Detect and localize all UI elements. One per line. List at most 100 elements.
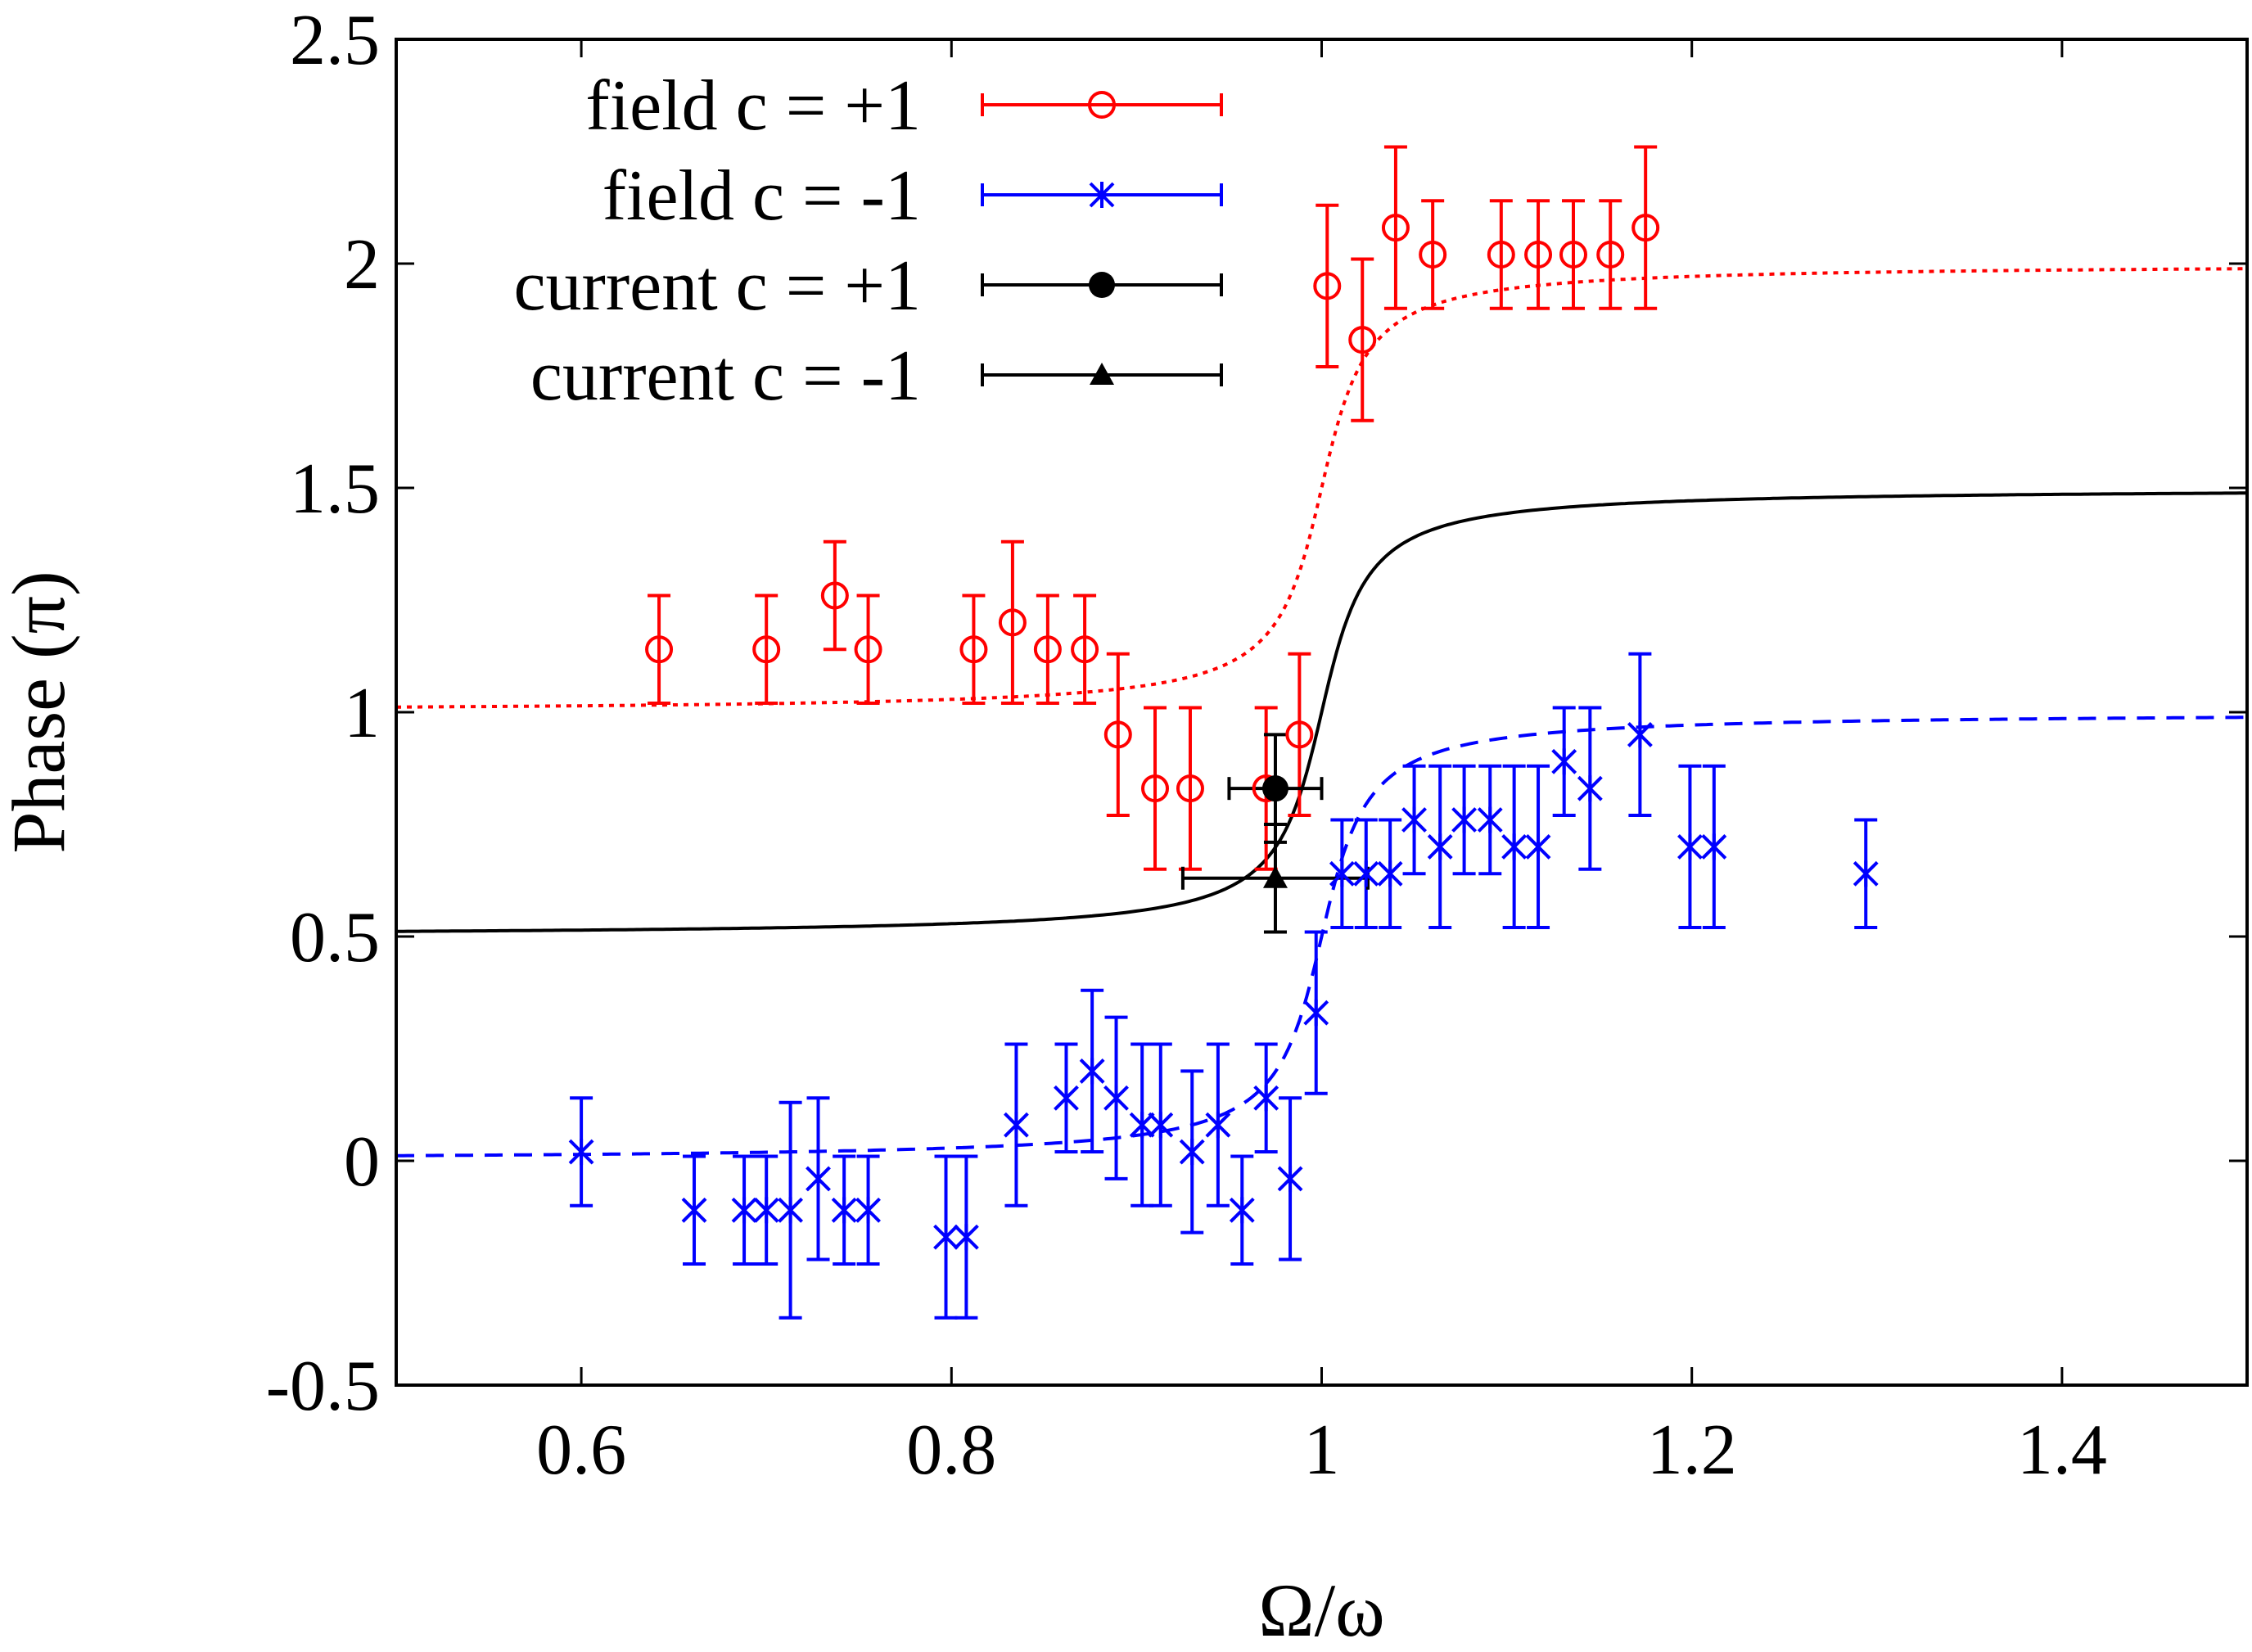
data-point <box>1141 774 1170 803</box>
data-point <box>731 1197 757 1224</box>
data-point <box>1103 720 1132 749</box>
marker-shape <box>1427 833 1453 860</box>
marker-shape <box>1089 272 1115 298</box>
x-tick-label: 0.6 <box>536 1411 626 1490</box>
marker-shape <box>1229 1197 1255 1223</box>
legend-entry: current c = +1 <box>514 246 1223 326</box>
marker-shape <box>568 1139 594 1165</box>
data-point <box>1071 635 1099 664</box>
marker-shape <box>731 1197 757 1223</box>
marker-shape <box>933 1224 959 1250</box>
data-point <box>1381 214 1410 242</box>
y-tick-label: 0.5 <box>290 898 380 977</box>
data-point <box>1079 1058 1105 1085</box>
data-point <box>778 1197 804 1224</box>
data-point <box>1524 241 1553 269</box>
fit-curve <box>396 715 2247 1158</box>
data-point <box>1329 860 1355 887</box>
legend-entry: field c = +1 <box>585 66 1223 146</box>
data-point <box>1525 833 1551 860</box>
data-point <box>645 635 674 664</box>
data-point <box>953 1224 979 1251</box>
marker-shape <box>681 1197 707 1223</box>
marker-shape <box>1524 241 1553 269</box>
y-tick-label: 2.5 <box>290 1 380 80</box>
data-point <box>1176 774 1204 803</box>
data-point <box>1627 721 1653 748</box>
marker-shape <box>1129 1112 1155 1138</box>
marker-shape <box>1451 807 1478 833</box>
data-point <box>1348 326 1377 354</box>
data-point <box>1261 775 1288 802</box>
marker-shape <box>806 1166 831 1192</box>
marker-shape <box>1701 833 1727 860</box>
data-point <box>1701 833 1727 860</box>
marker-shape <box>1261 775 1288 802</box>
data-point <box>1179 1139 1205 1166</box>
data-point <box>1477 806 1503 833</box>
data-markers <box>568 214 1879 1251</box>
y-tick-label: 0 <box>344 1122 380 1202</box>
data-point <box>1631 214 1660 242</box>
marker-shape <box>1329 860 1355 887</box>
legend-marker <box>1088 91 1116 119</box>
legend-entry: current c = -1 <box>530 336 1223 416</box>
data-point <box>1054 1085 1079 1112</box>
data-point <box>820 581 849 610</box>
data-point <box>1262 865 1288 888</box>
data-point <box>1229 1197 1255 1224</box>
marker-shape <box>1054 1085 1079 1111</box>
data-point <box>1559 241 1587 269</box>
y-tick-label: 1.5 <box>290 449 380 529</box>
marker-shape <box>820 581 849 610</box>
data-point <box>1401 806 1427 833</box>
marker-shape <box>855 1197 881 1223</box>
x-tick-label: 1.2 <box>1647 1411 1737 1490</box>
marker-shape <box>1477 807 1503 833</box>
data-point <box>1501 833 1528 860</box>
x-axis-label: Ω/ω <box>1258 1568 1385 1652</box>
marker-shape <box>1577 775 1603 801</box>
data-point <box>1451 806 1478 833</box>
marker-shape <box>1205 1112 1231 1138</box>
marker-shape <box>1103 720 1132 749</box>
data-point <box>1253 1085 1279 1112</box>
marker-shape <box>831 1197 857 1223</box>
marker-shape <box>778 1197 804 1223</box>
x-tick-label: 1 <box>1304 1411 1340 1490</box>
fit-curve <box>396 267 2247 709</box>
marker-shape <box>1501 833 1528 860</box>
data-point <box>1551 748 1577 775</box>
axis-ticks <box>396 38 2247 1387</box>
data-point <box>806 1165 831 1192</box>
marker-shape <box>1525 833 1551 860</box>
data-point <box>998 608 1027 637</box>
y-tick-label: 1 <box>344 674 380 753</box>
marker-shape <box>1079 1058 1105 1084</box>
marker-shape <box>998 608 1027 637</box>
x-tick-label: 1.4 <box>2017 1411 2107 1490</box>
legend-label: current c = +1 <box>514 246 922 326</box>
marker-shape <box>645 635 674 664</box>
data-point <box>1303 1000 1329 1027</box>
marker-shape <box>1853 860 1879 887</box>
marker-shape <box>1285 720 1314 749</box>
marker-shape <box>1401 807 1427 833</box>
data-point <box>1205 1112 1231 1139</box>
data-point <box>1103 1085 1129 1112</box>
data-point <box>1129 1112 1155 1139</box>
marker-shape <box>1381 214 1410 242</box>
data-point <box>568 1139 594 1166</box>
marker-shape <box>1551 748 1577 774</box>
data-point <box>753 1197 779 1224</box>
marker-shape <box>1348 326 1377 354</box>
legend-label: field c = +1 <box>585 66 921 146</box>
y-tick-label: -0.5 <box>266 1347 380 1426</box>
data-point <box>1277 1165 1303 1192</box>
marker-shape <box>1303 1000 1329 1026</box>
marker-shape <box>1313 272 1342 300</box>
data-point <box>855 1197 881 1224</box>
data-point <box>1677 833 1703 860</box>
data-point <box>1148 1112 1174 1139</box>
